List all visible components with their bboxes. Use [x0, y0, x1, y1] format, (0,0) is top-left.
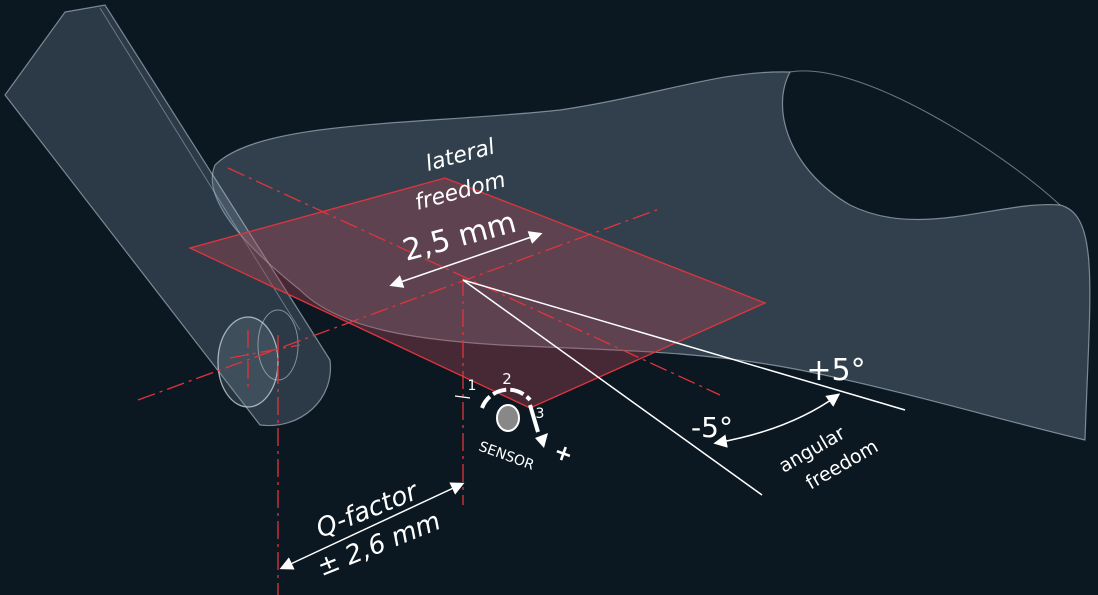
lateral-arrow	[389, 231, 543, 288]
sensor-position: 2	[502, 370, 512, 388]
pedal-edge	[789, 70, 1061, 206]
angle-minus: -5°	[691, 411, 733, 444]
sensor-arrow	[535, 433, 548, 448]
center-line	[227, 167, 721, 396]
sensor-tick	[454, 395, 471, 399]
sensor-arc	[480, 387, 532, 409]
angle-plus: +5°	[806, 353, 865, 388]
angle-line	[462, 279, 906, 411]
sensor-position: 3	[536, 406, 545, 422]
sensor-position: 1	[468, 378, 477, 394]
freedom-plane	[188, 177, 767, 409]
crank-edge	[99, 7, 301, 331]
angle-line	[462, 279, 763, 496]
sensor-arc	[528, 404, 540, 433]
crank-arm	[4, 4, 332, 427]
pedal-body	[211, 71, 1091, 441]
center-line	[229, 344, 301, 359]
sensor-icon	[496, 404, 520, 432]
center-line	[137, 207, 663, 401]
angle-arrow	[713, 393, 841, 448]
q-factor-arrow	[279, 482, 465, 570]
